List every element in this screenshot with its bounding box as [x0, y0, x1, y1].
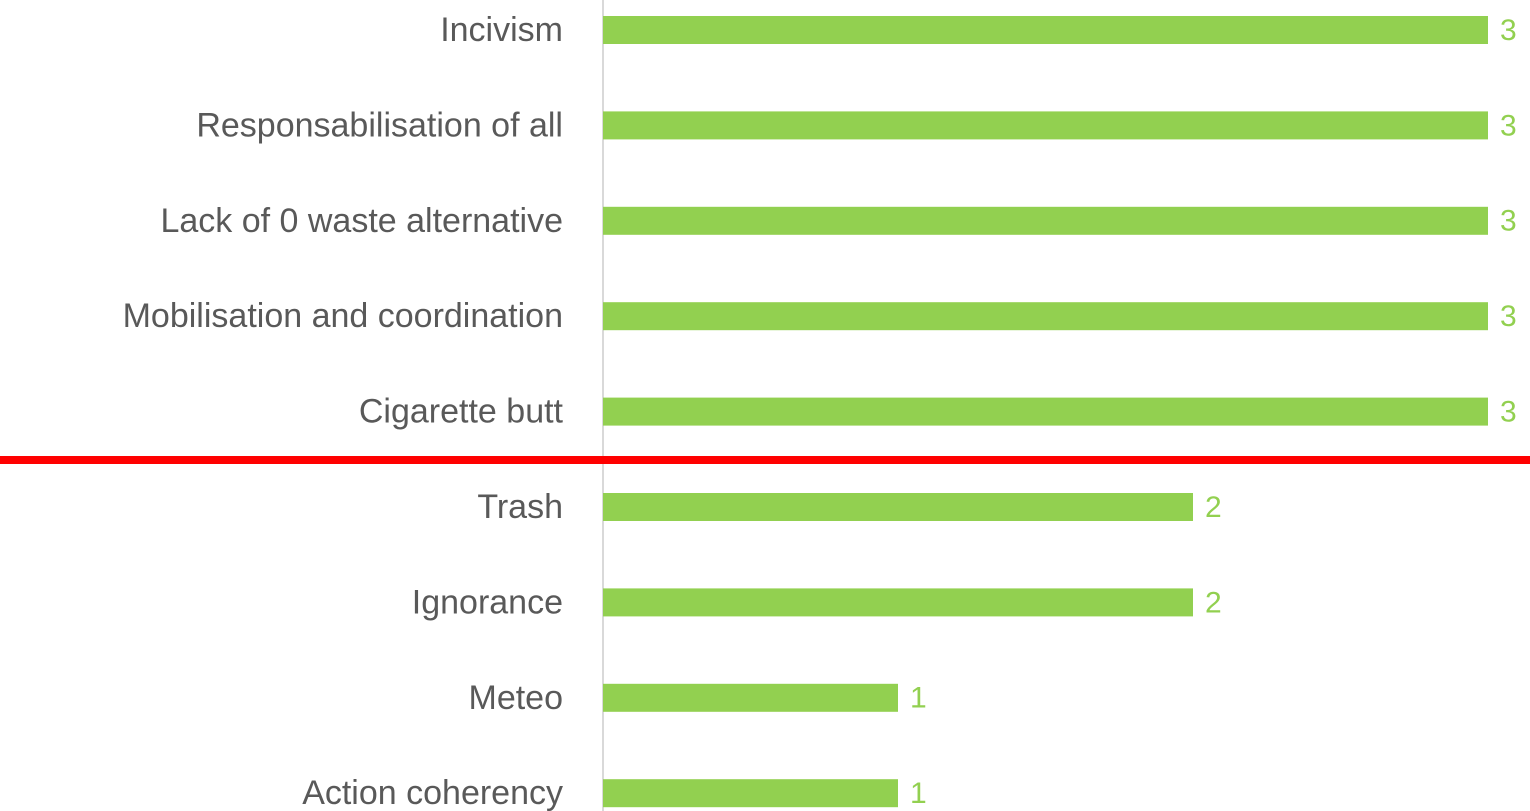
value-label: 3 — [1500, 14, 1517, 47]
y-tick-label: Responsabilisation of all — [196, 106, 563, 144]
bar — [603, 397, 1488, 426]
y-tick-label: Action coherency — [302, 774, 563, 811]
y-tick-label: Ignorance — [412, 583, 563, 621]
bar — [603, 16, 1488, 44]
bar — [603, 683, 898, 712]
value-label: 3 — [1500, 300, 1517, 333]
y-tick-label: Trash — [477, 488, 563, 526]
y-tick-label: Incivism — [440, 11, 563, 49]
value-label: 3 — [1500, 396, 1517, 429]
bar — [603, 111, 1488, 140]
value-label: 3 — [1500, 205, 1517, 238]
bar — [603, 588, 1193, 617]
bar — [603, 779, 898, 808]
y-tick-label: Meteo — [469, 679, 564, 717]
value-label: 2 — [1205, 491, 1222, 524]
value-label: 1 — [910, 777, 927, 810]
bar — [603, 493, 1193, 521]
value-label: 2 — [1205, 586, 1222, 619]
bar — [603, 302, 1488, 331]
value-label: 3 — [1500, 109, 1517, 142]
y-tick-label: Cigarette butt — [359, 393, 564, 431]
y-tick-label: Lack of 0 waste alternative — [160, 202, 563, 240]
value-label: 1 — [910, 682, 927, 715]
bar — [603, 206, 1488, 235]
y-tick-label: Mobilisation and coordination — [123, 297, 563, 335]
